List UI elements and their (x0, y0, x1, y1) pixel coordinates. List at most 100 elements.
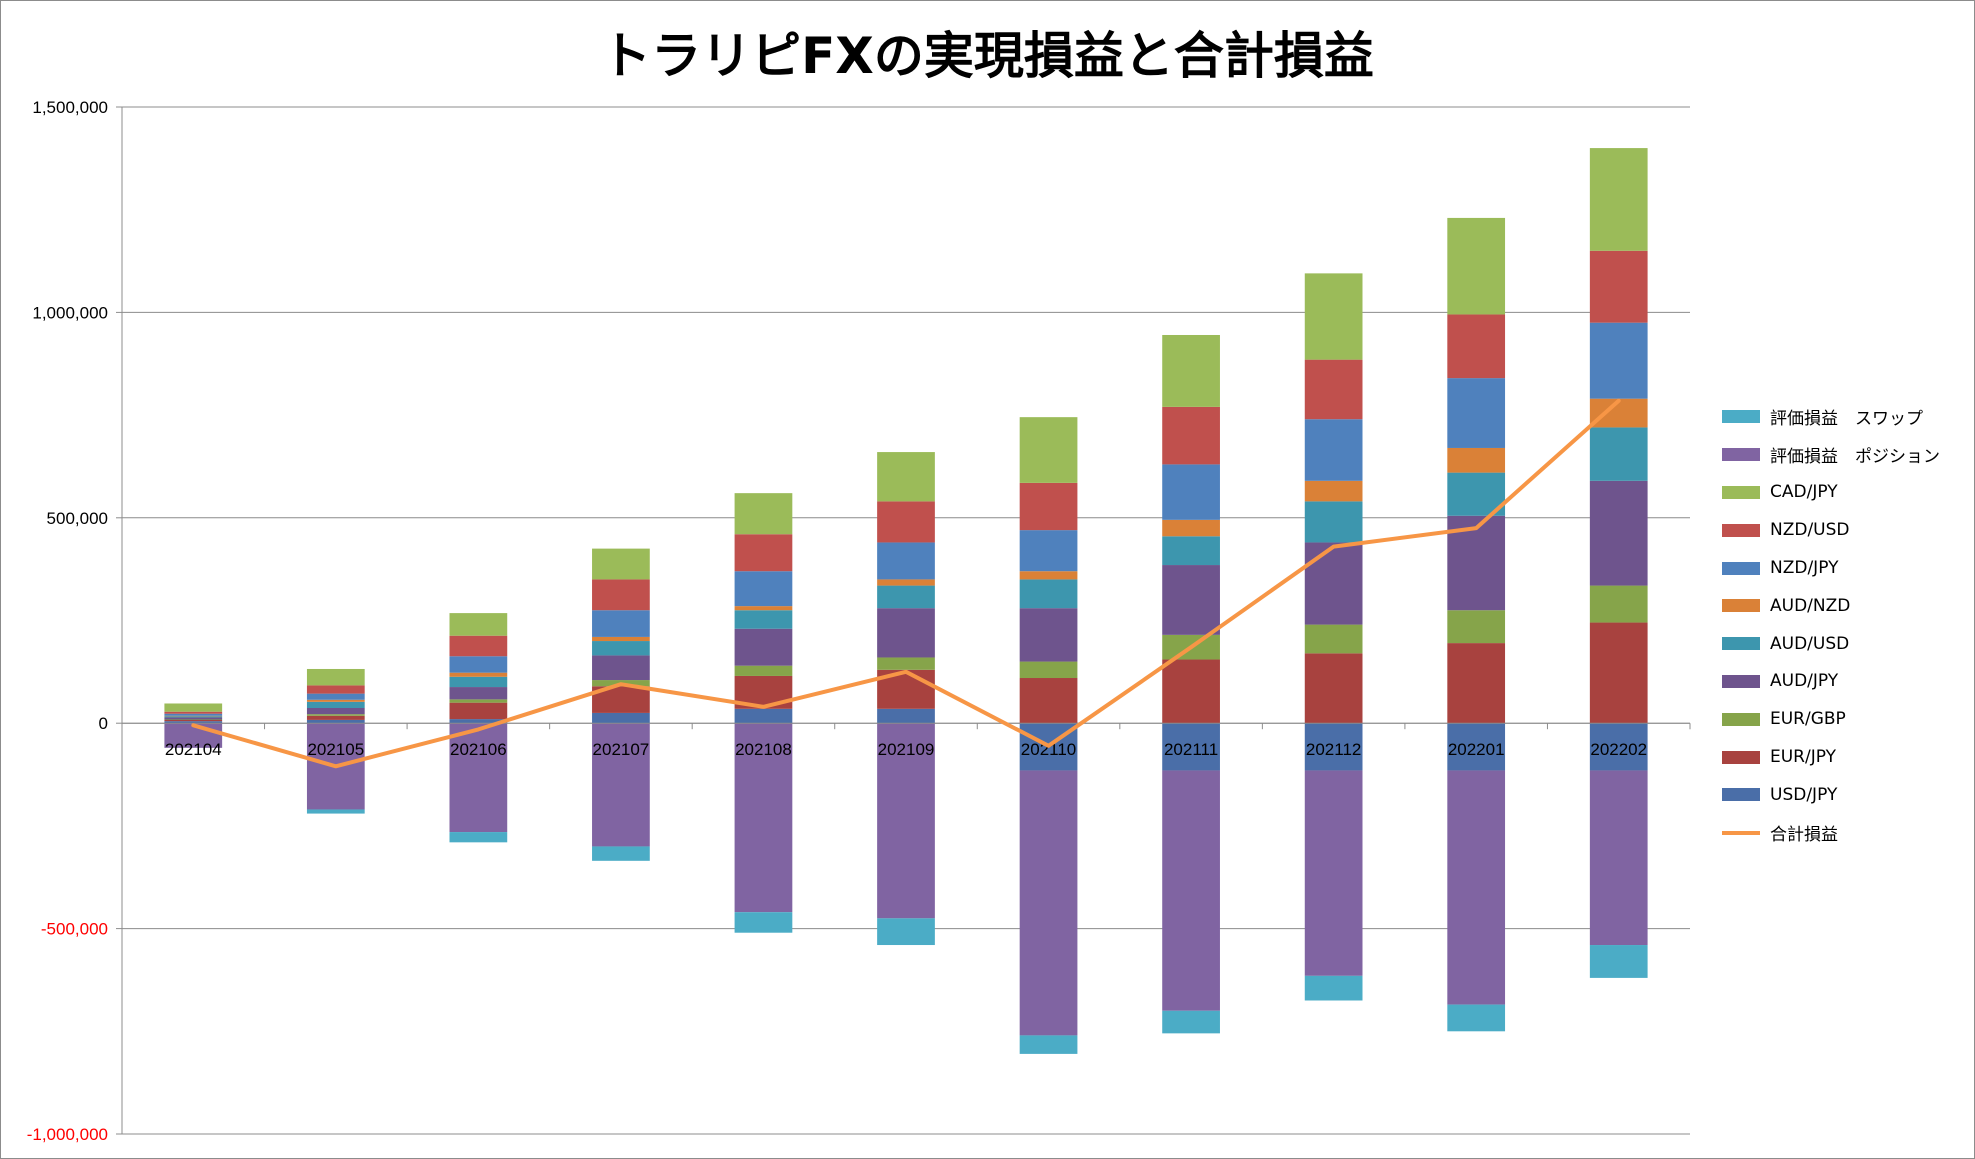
bar-segment-3 (1447, 610, 1506, 644)
bar-segment-7 (1304, 419, 1363, 481)
bar-segment-9 (877, 452, 935, 502)
bar-segment-5 (877, 585, 935, 609)
legend-label: AUD/NZD (1770, 595, 1851, 616)
bar-segment-8 (592, 579, 650, 611)
bar-segment-9 (1019, 417, 1078, 483)
bar-segment-3 (1589, 585, 1648, 623)
legend-swatch (1722, 523, 1760, 537)
y-tick-label: 1,500,000 (32, 98, 108, 117)
legend-swatch (1722, 448, 1760, 462)
total-line (191, 398, 1621, 769)
bar-segment-5 (1589, 427, 1648, 481)
legend-item: USD/JPY (1722, 776, 1972, 814)
bar-segment-1 (1304, 723, 1363, 771)
bar-segment-2 (1019, 678, 1078, 724)
bar-segment-4 (306, 708, 365, 715)
bar-segment-8 (1162, 406, 1220, 465)
bar-segment-10 (1019, 770, 1078, 1036)
bar-segment-10 (1589, 770, 1648, 946)
bar-segment-1 (306, 719, 365, 724)
legend-item: 合計損益 (1722, 814, 1972, 852)
legend-label: 評価損益 ポジション (1770, 447, 1940, 468)
bar-segment-4 (1162, 565, 1220, 635)
bar-segment-1 (1589, 723, 1648, 771)
legend-swatch (1722, 599, 1760, 613)
bar-segment-1 (592, 712, 650, 724)
bar-segment-8 (877, 501, 935, 543)
legend-swatch (1722, 561, 1760, 575)
bar-segment-3 (1019, 661, 1078, 679)
bar-segment-3 (306, 714, 365, 716)
legend-item: EUR/JPY (1722, 738, 1972, 776)
bar-segment-6 (592, 636, 650, 642)
bar-segment-3 (449, 699, 508, 703)
bar-segment-9 (449, 613, 508, 636)
bar-segment-7 (877, 542, 935, 580)
bar-segment-9 (1447, 217, 1506, 315)
bar-segment-5 (1162, 536, 1220, 566)
legend-swatch (1722, 674, 1760, 688)
bar-segment-11 (1304, 975, 1363, 1001)
bar-segment-10 (592, 723, 650, 847)
y-tick-label: -1,000,000 (27, 1125, 108, 1144)
legend-swatch (1722, 750, 1760, 764)
x-tick-label: 202106 (450, 740, 507, 759)
bar-segment-10 (1162, 770, 1220, 1011)
y-tick-label: 500,000 (47, 509, 108, 528)
x-tick-label: 202111 (1164, 740, 1218, 759)
bar-segment-4 (1589, 480, 1648, 586)
legend-label: NZD/USD (1770, 520, 1850, 541)
bar-segment-2 (1162, 659, 1220, 724)
bar-segment-2 (1304, 653, 1363, 724)
bar-segment-2 (449, 702, 508, 720)
legend-item: NZD/USD (1722, 511, 1972, 549)
bar-segment-11 (592, 846, 650, 861)
bar-segment-10 (449, 723, 508, 833)
bar-segment-1 (734, 708, 793, 724)
bar-segment-11 (1162, 1010, 1220, 1034)
legend-swatch (1722, 485, 1760, 499)
axes (121, 107, 1691, 1134)
bar-segment-7 (592, 610, 650, 637)
bar-segment-5 (449, 676, 508, 688)
bar-segment-3 (734, 665, 793, 676)
bar-segment-5 (592, 641, 650, 656)
bar-segment-2 (1447, 643, 1506, 724)
x-tick-label: 202109 (878, 740, 935, 759)
bar-segment-8 (1304, 359, 1363, 420)
legend-swatch (1722, 788, 1760, 802)
bar-segment-2 (1589, 622, 1648, 724)
bar-segment-1 (1162, 723, 1220, 771)
legend-label: NZD/JPY (1770, 558, 1839, 579)
bar-segment-10 (1447, 770, 1506, 1005)
chart-title: トラリピFXの実現損益と合計損益 (601, 27, 1374, 85)
bar-segment-8 (449, 635, 508, 657)
bar-segment-4 (734, 628, 793, 666)
bar-segment-6 (734, 606, 793, 611)
bar-segment-7 (1162, 464, 1220, 520)
bar-segment-9 (1162, 334, 1220, 407)
bar-segment-3 (164, 719, 223, 721)
x-tick-label: 202202 (1590, 740, 1647, 759)
bar-segment-9 (1589, 148, 1648, 251)
x-tick-label: 202110 (1021, 740, 1076, 759)
bar-segment-6 (164, 715, 223, 717)
bar-segment-6 (449, 672, 508, 677)
bar-segment-6 (306, 699, 365, 702)
bar-segment-3 (1304, 624, 1363, 654)
legend-label: 評価損益 スワップ (1770, 409, 1923, 430)
legend-item: AUD/USD (1722, 625, 1972, 663)
x-axis-ticks: 202104 202105 202106 202107 202108 202109 2021… (165, 740, 1647, 759)
bar-segment-10 (734, 723, 793, 913)
bar-segment-10 (877, 723, 935, 919)
legend-label: 合計損益 (1770, 825, 1838, 846)
bar-segment-6 (1019, 571, 1078, 580)
bar-segment-11 (734, 912, 793, 933)
x-tick-label: 202104 (165, 740, 222, 759)
bar-segment-5 (734, 610, 793, 629)
legend-label: EUR/GBP (1770, 709, 1846, 730)
bar-segment-1 (449, 719, 508, 724)
bar-segment-4 (1304, 542, 1363, 625)
bar-segment-5 (1019, 579, 1078, 609)
bar-segment-5 (164, 716, 223, 718)
